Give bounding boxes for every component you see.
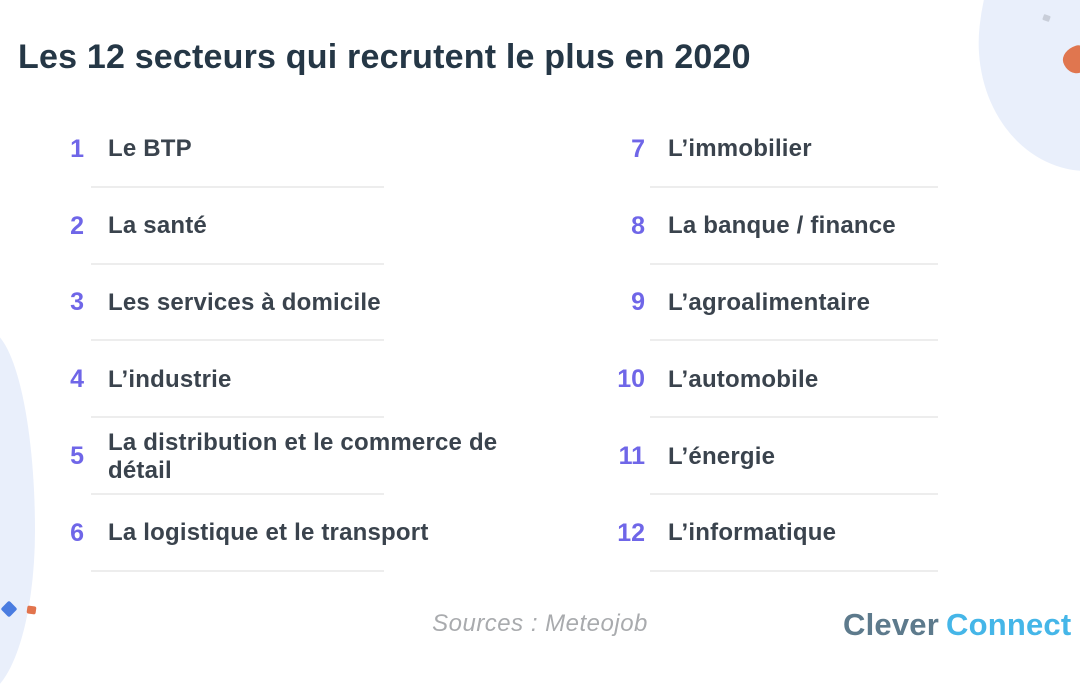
sector-rank: 6: [70, 518, 84, 547]
divider: [91, 492, 384, 495]
list-item: 4 L’industrie: [60, 341, 540, 419]
blob-bottom-left: [0, 330, 35, 695]
sector-label: Le BTP: [108, 135, 192, 163]
divider: [650, 569, 938, 572]
sector-rank: 4: [70, 365, 84, 394]
sector-label: La santé: [108, 212, 207, 240]
sector-rank: 5: [70, 442, 84, 471]
sector-label: La distribution et le commerce de détail: [108, 428, 498, 484]
sector-label: L’automobile: [668, 365, 819, 393]
brand-logo: Clever Connect: [843, 607, 1071, 643]
sector-rank: 9: [631, 288, 645, 317]
divider: [650, 492, 938, 495]
list-item: 1 Le BTP: [60, 111, 540, 188]
divider: [650, 185, 938, 188]
sector-rank: 3: [70, 288, 84, 317]
sector-label: La banque / finance: [668, 212, 896, 240]
sector-rank: 10: [617, 365, 645, 394]
sector-rank: 12: [617, 518, 645, 547]
sector-label: L’immobilier: [668, 135, 812, 163]
divider: [650, 339, 938, 342]
sector-label: L’agroalimentaire: [668, 288, 871, 316]
list-item: 6 La logistique et le transport: [60, 495, 540, 572]
brand-logo-primary: Clever: [843, 607, 939, 642]
sector-label: Les services à domicile: [108, 288, 381, 316]
list-item: 3 Les services à domicile: [60, 265, 540, 342]
divider: [650, 416, 938, 419]
list-item: 11 L’énergie: [600, 418, 1020, 495]
sector-rank: 8: [631, 211, 645, 240]
divider: [91, 569, 384, 572]
sector-label: L’informatique: [668, 519, 837, 547]
page-title: Les 12 secteurs qui recrutent le plus en…: [18, 38, 751, 76]
sector-rank: 11: [618, 442, 645, 471]
list-item: 2 La santé: [60, 188, 540, 265]
sector-rank: 1: [70, 134, 84, 163]
list-item: 12 L’informatique: [600, 495, 1020, 572]
left-column: 1 Le BTP 2 La santé 3 Les services à dom…: [60, 111, 540, 572]
sources-caption: Sources : Meteojob: [432, 610, 648, 637]
divider: [91, 185, 384, 188]
sector-label: L’énergie: [668, 442, 776, 470]
sector-label: L’industrie: [108, 365, 232, 393]
divider: [650, 262, 938, 265]
brand-logo-secondary: Connect: [946, 607, 1072, 642]
sector-label: La logistique et le transport: [108, 519, 429, 547]
list-item: 8 La banque / finance: [600, 188, 1020, 265]
right-column: 7 L’immobilier 8 La banque / finance 9 L…: [600, 111, 1020, 572]
sector-rank: 2: [70, 211, 84, 240]
divider: [91, 416, 384, 419]
list-item: 5 La distribution et le commerce de déta…: [60, 418, 540, 495]
divider: [91, 262, 384, 265]
sector-rank: 7: [631, 134, 645, 163]
list-item: 7 L’immobilier: [600, 111, 1020, 188]
list-item: 9 L’agroalimentaire: [600, 265, 1020, 342]
list-item: 10 L’automobile: [600, 341, 1020, 419]
divider: [91, 339, 384, 342]
